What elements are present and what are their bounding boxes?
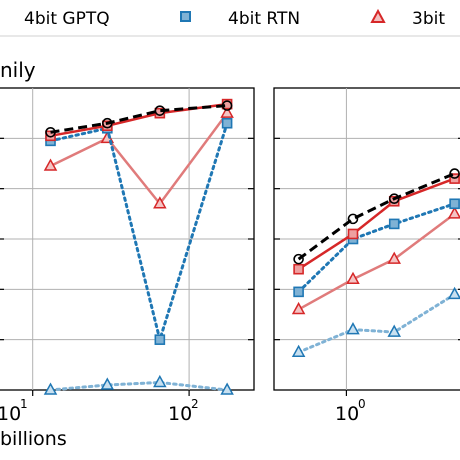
panel-1-x-ticks: 10 1 10 2 <box>0 397 199 425</box>
marker-ref-black-dashed <box>388 193 400 205</box>
panel-2: 10 0 <box>273 87 460 425</box>
panel-2-x-tick-10-exp: 0 <box>358 397 366 411</box>
panel-1-x-tick-100-exp: 2 <box>191 397 199 411</box>
panel-2-x-tick-10-base: 10 <box>335 403 359 425</box>
marker-blue-triangle-light-dotted <box>447 286 460 300</box>
panel-1-x-tick-100-base: 10 <box>168 403 192 425</box>
marker-red-solid <box>293 263 304 275</box>
panel-2-x-ticks: 10 0 <box>335 397 366 425</box>
marker-blue-triangle-light-dotted <box>291 344 306 357</box>
marker-blue-square-dotted <box>449 198 460 210</box>
marker-red-solid <box>347 228 359 240</box>
legend-label-3bit: 3bit <box>412 9 445 29</box>
marker-blue-square-dotted <box>221 117 233 129</box>
legend-marker-4bit-rtn <box>180 11 191 22</box>
series-line-blue-square-dotted <box>49 121 229 346</box>
series-line-blue-triangle-light-dotted <box>49 380 229 392</box>
marker-red-triangle-light <box>291 301 306 315</box>
panel-2-series <box>291 168 460 357</box>
marker-ref-black-dashed <box>449 168 460 179</box>
panel-1-title: nily <box>0 58 36 82</box>
series-line-red-triangle-light <box>49 112 229 206</box>
legend-frame <box>0 0 460 37</box>
marker-blue-triangle-light-dotted <box>153 374 167 388</box>
marker-red-triangle-light <box>43 158 58 171</box>
series-line-red-solid <box>297 177 456 271</box>
marker-blue-triangle-light-dotted <box>43 382 58 395</box>
panel-2-grid <box>274 88 460 396</box>
series-line-blue-triangle-light-dotted <box>297 292 457 354</box>
marker-red-triangle-light <box>153 196 167 209</box>
series-line-red-triangle-light <box>297 212 456 311</box>
marker-ref-black-dashed <box>154 105 166 116</box>
legend-label-4bit-rtn: 4bit RTN <box>228 9 300 29</box>
panel-1-x-tick-10-exp: 1 <box>20 397 28 411</box>
panel-1-series <box>43 98 234 395</box>
panel-1: 10 1 10 2 billions <box>0 87 255 450</box>
marker-blue-triangle-light-dotted <box>100 377 115 390</box>
panel-1-x-tick-10-base: 10 <box>0 403 21 425</box>
series-line-ref-black-dashed <box>297 172 456 261</box>
marker-red-triangle-light <box>346 271 360 285</box>
panel-1-grid <box>0 88 254 396</box>
marker-ref-black-dashed <box>45 126 56 138</box>
marker-blue-square-dotted <box>388 218 400 230</box>
legend-label-4bit-gptq: 4bit GPTQ <box>24 9 110 29</box>
marker-red-triangle-light <box>220 105 234 118</box>
panel-1-x-axis-label: billions <box>0 428 67 450</box>
marker-blue-triangle-light-dotted <box>387 324 401 337</box>
legend: 4bit GPTQ 4bit RTN 3bit <box>0 0 460 37</box>
marker-ref-black-dashed <box>293 253 304 265</box>
series-line-blue-square-dotted <box>297 202 457 294</box>
marker-blue-triangle-light-dotted <box>346 322 360 335</box>
marker-blue-triangle-light-dotted <box>220 382 234 395</box>
marker-red-triangle-light <box>387 251 401 264</box>
marker-blue-square-dotted <box>293 286 304 298</box>
series-line-red-solid <box>50 102 228 138</box>
marker-ref-black-dashed <box>347 213 359 225</box>
legend-marker-3bit <box>370 8 386 23</box>
marker-ref-black-dashed <box>221 100 233 111</box>
series-line-ref-black-dashed <box>50 104 228 134</box>
marker-blue-square-dotted <box>154 334 166 345</box>
marker-ref-black-dashed <box>102 117 113 129</box>
marker-red-triangle-light <box>447 206 460 219</box>
